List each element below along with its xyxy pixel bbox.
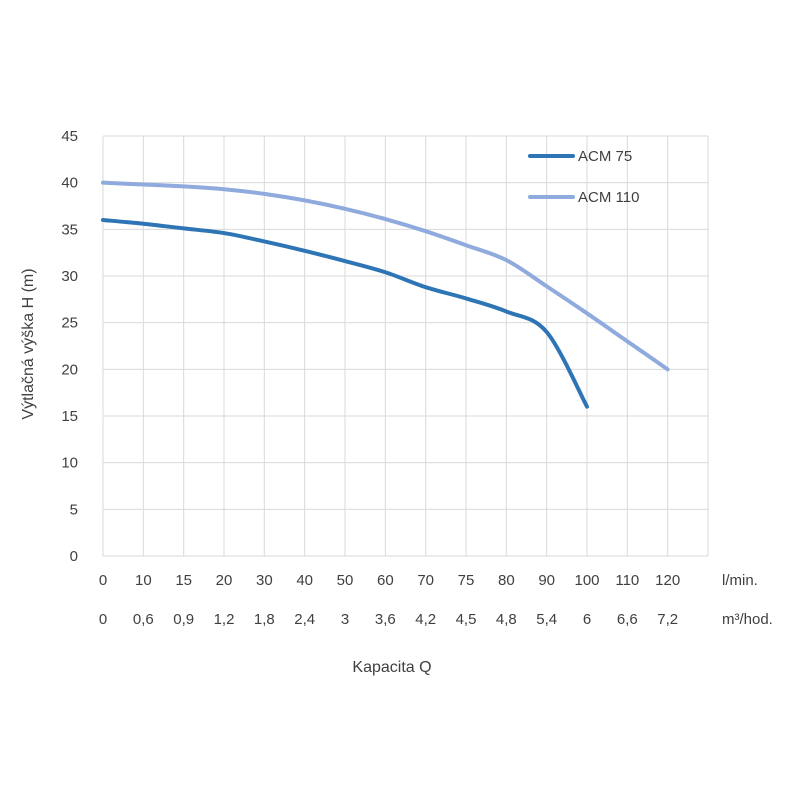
x-tick-label-lmin: 90	[538, 572, 555, 589]
legend: ACM 75 ACM 110	[528, 148, 639, 206]
y-tick-label: 10	[61, 455, 78, 472]
y-tick-label: 30	[61, 268, 78, 285]
x-tick-label-m3h: 4,2	[415, 611, 436, 628]
x-unit-lmin: l/min.	[722, 572, 758, 589]
x-tick-label-m3h: 0,9	[173, 611, 194, 628]
x-tick-label-lmin: 30	[256, 572, 273, 589]
y-tick-label: 40	[61, 175, 78, 192]
y-tick-label: 5	[70, 501, 78, 518]
x-tick-label-m3h: 1,2	[214, 611, 235, 628]
x-tick-label-lmin: 110	[615, 572, 639, 589]
y-tick-label: 0	[70, 548, 78, 565]
grid	[102, 135, 709, 557]
x-tick-label-m3h: 5,4	[536, 611, 557, 628]
x-tick-label-lmin: 10	[135, 572, 152, 589]
x-tick-label-lmin: 70	[417, 572, 434, 589]
x-axis-title: Kapacita Q	[352, 659, 431, 676]
y-tick-labels: 0 5 10 15 20 25 30 35 40 45	[61, 128, 78, 565]
y-axis-title: Výtlačná výška H (m)	[20, 268, 37, 419]
x-tick-label-m3h: 0	[99, 611, 107, 628]
x-tick-label-m3h: 3	[341, 611, 349, 628]
x-tick-label-m3h: 4,5	[456, 611, 477, 628]
x-tick-label-m3h: 6	[583, 611, 591, 628]
x-tick-label-lmin: 15	[175, 572, 192, 589]
x-tick-label-lmin: 120	[655, 572, 680, 589]
x-tick-label-lmin: 60	[377, 572, 394, 589]
x-tick-label-m3h: 0,6	[133, 611, 154, 628]
x-unit-m3h: m³/hod.	[722, 611, 773, 628]
x-tick-labels-lmin: 0 10 15 20 30 40 50 60 70 75 80 90 100 110 120	[99, 572, 680, 589]
x-tick-label-m3h: 6,6	[617, 611, 638, 628]
y-tick-label: 35	[61, 221, 78, 238]
series-lines	[101, 180, 670, 409]
y-tick-label: 25	[61, 315, 78, 332]
x-tick-label-lmin: 20	[216, 572, 233, 589]
x-tick-label-m3h: 2,4	[294, 611, 315, 628]
legend-label: ACM 75	[578, 148, 632, 165]
x-tick-label-m3h: 7,2	[657, 611, 678, 628]
y-tick-label: 45	[61, 128, 78, 145]
x-tick-label-lmin: 0	[99, 572, 107, 589]
x-tick-label-lmin: 100	[574, 572, 599, 589]
x-tick-label-lmin: 50	[337, 572, 354, 589]
series-line-acm-110	[101, 180, 670, 372]
x-tick-label-m3h: 4,8	[496, 611, 517, 628]
x-tick-label-lmin: 80	[498, 572, 515, 589]
x-tick-label-m3h: 1,8	[254, 611, 275, 628]
legend-label: ACM 110	[578, 189, 639, 206]
y-tick-label: 20	[61, 361, 78, 378]
x-tick-label-lmin: 40	[296, 572, 313, 589]
series-line-acm-75	[101, 218, 589, 409]
x-tick-label-m3h: 3,6	[375, 611, 396, 628]
y-tick-label: 15	[61, 408, 78, 425]
x-tick-label-lmin: 75	[458, 572, 475, 589]
x-tick-labels-m3h: 0 0,6 0,9 1,2 1,8 2,4 3 3,6 4,2 4,5 4,8 5,4 6 6,6 7,2	[99, 611, 678, 628]
